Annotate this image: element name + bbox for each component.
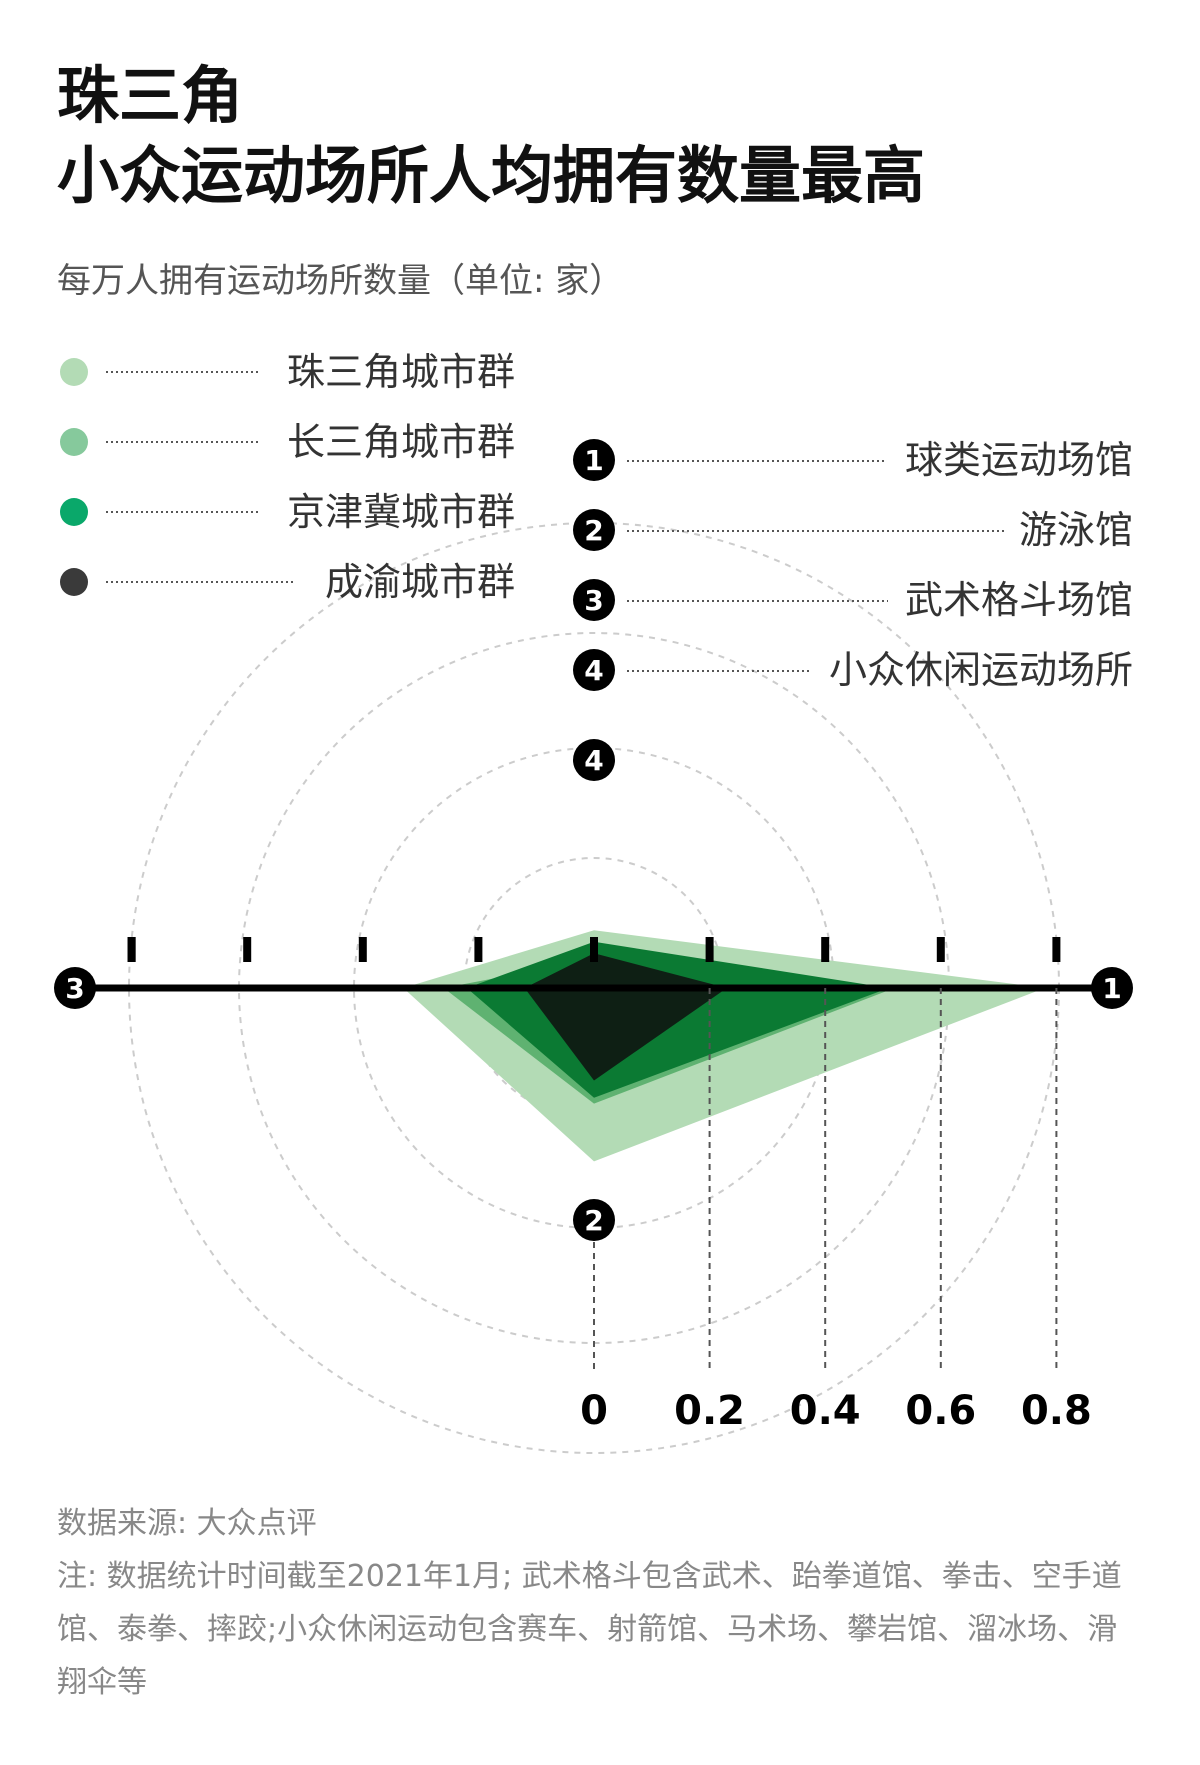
source-text: 数据来源: 大众点评	[57, 1506, 317, 1541]
scale-label-0: 0	[580, 1388, 608, 1434]
axis-key-4-circle	[573, 649, 615, 691]
chart-subtitle: 每万人拥有运动场所数量（单位: 家）	[57, 261, 624, 301]
axis-key-2-circle	[573, 509, 615, 551]
axis-marker-3-label: 3	[65, 972, 84, 1005]
title-line-1: 珠三角	[57, 59, 244, 132]
legend-swatch-3	[60, 498, 88, 526]
axis-key-name-3: 武术格斗场馆	[905, 578, 1133, 622]
axis-key-3-circle	[573, 579, 615, 621]
scale-label-2: 0.4	[790, 1388, 861, 1434]
legend-label-3: 京津冀城市群	[287, 490, 515, 534]
axis-key-3-label: 3	[584, 584, 603, 617]
radar-chart: 0 0.2 0.4 0.6 0.8 1 2 3 4 1 球类运动场馆 2 游泳馆 3 武术格斗场馆 4 小众休闲…	[54, 350, 1133, 1454]
axis-key-name-1: 球类运动场馆	[905, 438, 1133, 482]
legend-swatch-4	[60, 568, 88, 596]
scale-label-1: 0.2	[674, 1388, 745, 1434]
note-text: 注: 数据统计时间截至2021年1月; 武术格斗包含武术、跆拳道馆、拳击、空手道…	[57, 1559, 1122, 1700]
axis-marker-1-circle	[1091, 967, 1133, 1009]
footer: 数据来源: 大众点评 注: 数据统计时间截至2021年1月; 武术格斗包含武术、…	[57, 1497, 1147, 1709]
axis-marker-3-circle	[54, 967, 96, 1009]
legend-swatch-2	[60, 428, 88, 456]
axis-key-1-circle	[573, 439, 615, 481]
scale-label-4: 0.8	[1021, 1388, 1092, 1434]
axis-marker-1-label: 1	[1102, 972, 1121, 1005]
title-line-2: 小众运动场所人均拥有数量最高	[57, 139, 926, 212]
axis-key-1-label: 1	[584, 444, 603, 477]
axis-marker-4-label: 4	[584, 744, 603, 777]
axis-key-name-4: 小众休闲运动场所	[829, 648, 1133, 692]
legend-label-2: 长三角城市群	[287, 420, 515, 464]
axis-key-2-label: 2	[584, 514, 603, 547]
legend-label-1: 珠三角城市群	[287, 350, 515, 394]
axis-key-name-2: 游泳馆	[1019, 508, 1133, 552]
legend-label-4: 成渝城市群	[325, 560, 515, 604]
scale-label-3: 0.6	[905, 1388, 976, 1434]
axis-marker-4-circle	[573, 739, 615, 781]
axis-key-4-label: 4	[584, 654, 603, 687]
axis-marker-2-circle	[573, 1199, 615, 1241]
legend-swatch-1	[60, 358, 88, 386]
axis-marker-2-label: 2	[584, 1204, 603, 1237]
chart-title: 珠三角 小众运动场所人均拥有数量最高	[57, 56, 925, 216]
